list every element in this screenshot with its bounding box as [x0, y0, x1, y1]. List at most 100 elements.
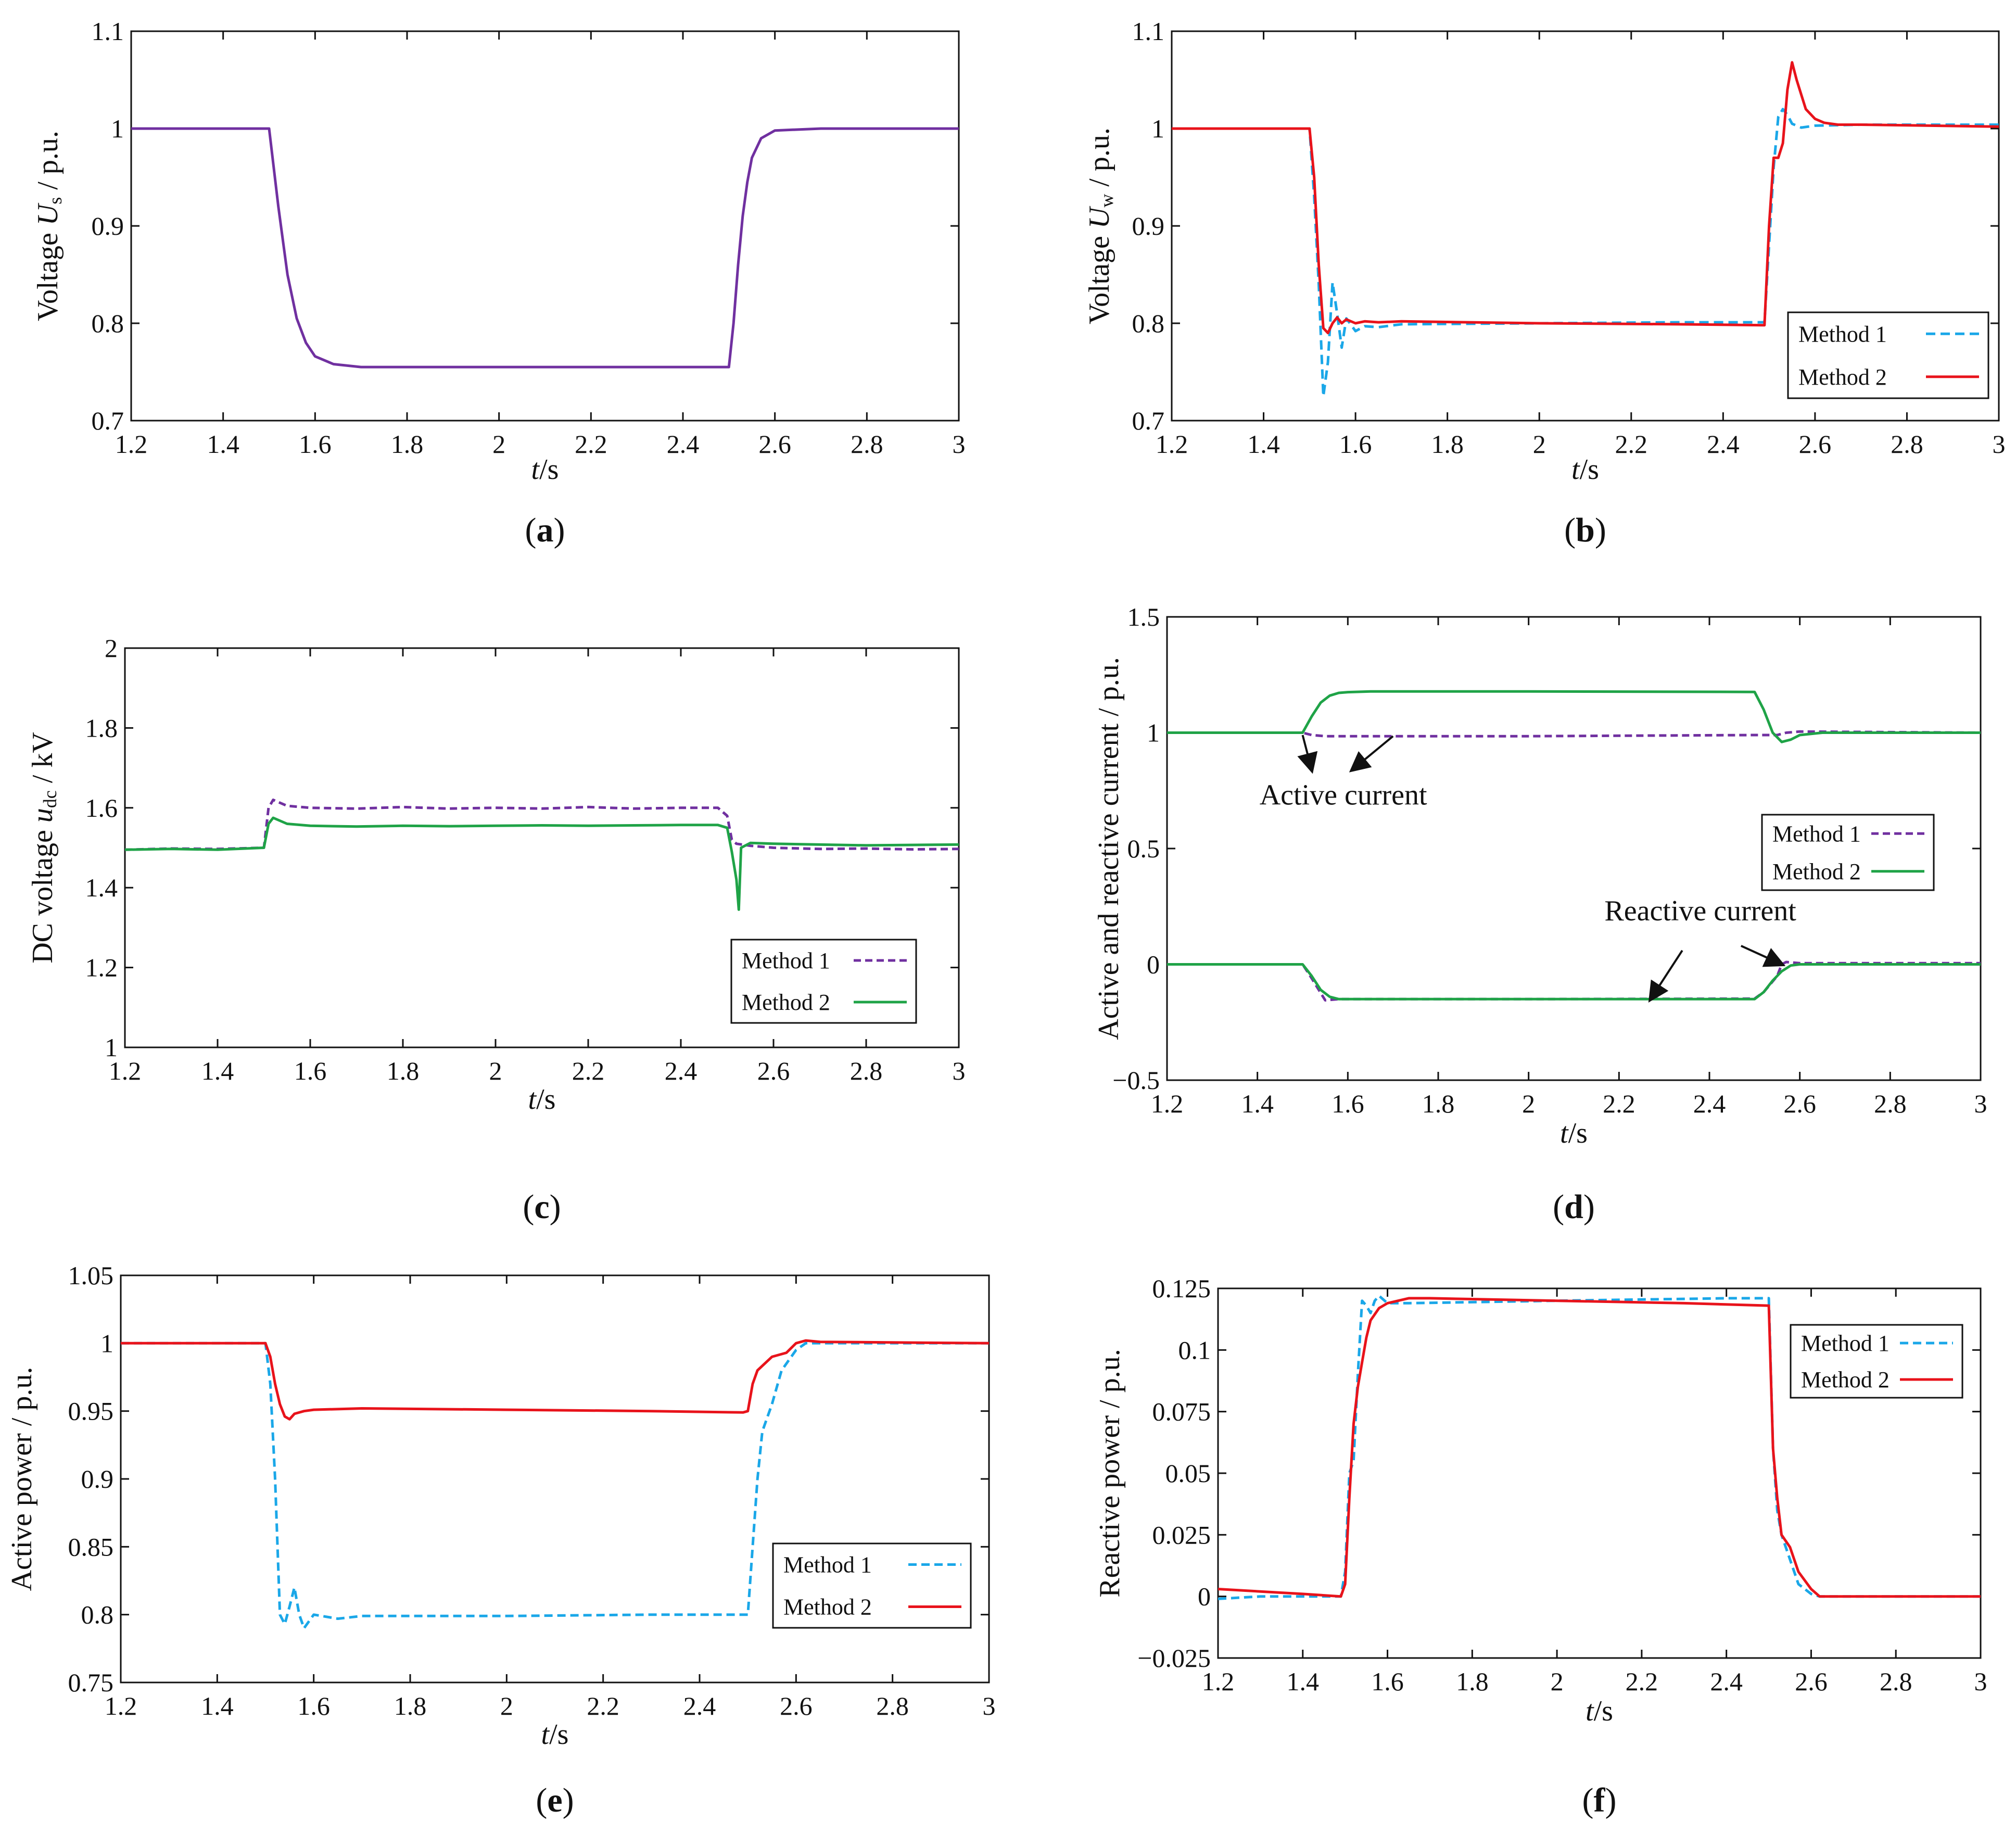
y-tick-label: 0.75 — [68, 1668, 114, 1697]
y-axis-label-prefix: Active power / p.u. — [6, 1367, 38, 1591]
y-tick-label: 0.9 — [1132, 211, 1165, 241]
x-axis-label: t/s — [1571, 453, 1599, 486]
x-axis-unit: /s — [549, 1718, 568, 1751]
y-tick-label: 0.05 — [1165, 1459, 1211, 1488]
x-tick-label: 2.2 — [1626, 1667, 1658, 1696]
legend-label: Method 2 — [1772, 859, 1861, 884]
caption-letter: b — [1576, 511, 1595, 549]
y-tick-label: 0 — [1147, 950, 1160, 979]
annotation-arrow — [1297, 735, 1318, 774]
caption-open-paren: ( — [1553, 1188, 1564, 1226]
x-axis-variable: t — [531, 453, 540, 486]
y-tick-label: 1 — [1147, 718, 1160, 748]
chart-panel-e: 1.2 1.4 1.6 1.8 2 2.2 2.4 2.6 2.8 3 0.75 0.8 0.85 0.9… — [6, 1261, 996, 1819]
series-line-method-1 — [1172, 108, 1999, 398]
y-tick-label: 1 — [105, 1033, 118, 1062]
y-tick-label: 0.9 — [81, 1464, 114, 1494]
chart-panel-c: 1.2 1.4 1.6 1.8 2 2.2 2.4 2.6 2.8 311.21.41.61.82… — [27, 634, 966, 1226]
x-axis-variable: t — [541, 1718, 550, 1751]
y-tick-label: 0.7 — [92, 406, 124, 435]
y-tick-label: 2 — [105, 634, 118, 663]
legend: Method 1 Method 2 — [730, 939, 917, 1024]
x-axis-variable: t — [528, 1083, 537, 1116]
series-line-method-2 — [121, 1339, 989, 1421]
x-tick-label: 1.4 — [207, 429, 239, 459]
y-axis-label-prefix: Reactive power / p.u. — [1094, 1349, 1126, 1597]
y-tick-label: 1.6 — [85, 793, 118, 822]
x-axis-unit: /s — [539, 453, 559, 486]
x-tick-label: 1.2 — [105, 1691, 137, 1720]
x-tick-label: 2.6 — [758, 429, 791, 459]
x-axis-variable: t — [1560, 1117, 1569, 1149]
x-tick-label: 2.8 — [1880, 1667, 1912, 1696]
legend: Method 1 Method 2 — [1787, 311, 1989, 399]
legend-box — [730, 939, 917, 1024]
x-axis-label: t/s — [531, 453, 559, 486]
x-tick-label: 2.4 — [1710, 1667, 1743, 1696]
y-axis-label-suffix: / kV — [27, 732, 59, 790]
x-axis-unit: /s — [1568, 1117, 1588, 1149]
caption-close-paren: ) — [554, 511, 565, 549]
x-tick-label: 2.4 — [1707, 429, 1740, 459]
y-tick-label: −0.5 — [1112, 1066, 1160, 1095]
y-tick-label: 0.125 — [1152, 1274, 1211, 1303]
caption-letter: f — [1594, 1781, 1606, 1819]
y-tick-label: 0.7 — [1132, 406, 1165, 435]
x-tick-label: 1.8 — [1422, 1089, 1455, 1118]
annotation-label: Active current — [1260, 779, 1427, 811]
caption-letter: c — [534, 1188, 549, 1226]
x-tick-label: 3 — [983, 1691, 996, 1720]
x-tick-label: 2.4 — [667, 429, 700, 459]
series-line-method-1-reactive- — [1167, 960, 1981, 1002]
x-tick-label: 2.2 — [572, 1056, 605, 1085]
x-tick-label: 1.4 — [201, 1056, 234, 1085]
axes-frame — [124, 647, 960, 1048]
y-axis-label-subscript: dc — [40, 790, 60, 808]
legend-box — [1790, 1324, 1963, 1399]
chart-panel-d: 1.2 1.4 1.6 1.8 2 2.2 2.4 2.6 2.8 3 −0.5 0 0.5 1 1.5 t/… — [1093, 602, 1987, 1226]
x-tick-label: 1.2 — [1151, 1089, 1184, 1118]
series-line-method-2 — [1172, 61, 1999, 335]
x-tick-label: 1.2 — [1156, 429, 1188, 459]
panel-caption: (b) — [1564, 511, 1606, 549]
y-axis-label: Voltage Us / p.u. — [32, 131, 66, 321]
legend-label: Method 1 — [1801, 1331, 1890, 1356]
x-tick-label: 3 — [953, 429, 966, 459]
x-tick-label: 1.6 — [299, 429, 332, 459]
x-tick-label: 2.2 — [1615, 429, 1648, 459]
y-axis-label: Reactive power / p.u. — [1094, 1349, 1126, 1597]
x-tick-label: 2.4 — [665, 1056, 698, 1085]
x-tick-label: 3 — [1993, 429, 2006, 459]
caption-close-paren: ) — [563, 1781, 574, 1819]
legend-label: Method 2 — [742, 990, 830, 1015]
x-tick-label: 2.6 — [780, 1691, 813, 1720]
x-tick-label: 1.6 — [1332, 1089, 1364, 1118]
annotation-arrow — [1740, 945, 1786, 967]
chart-panel-a: 1.2 1.4 1.6 1.8 2 2.2 2.4 2.6 2.8 3 0.7 0.8 0.9 1 1.1 t… — [32, 17, 966, 549]
y-tick-label: 1.8 — [85, 713, 118, 742]
x-tick-label: 2 — [1551, 1667, 1564, 1696]
x-axis-variable: t — [1571, 453, 1580, 486]
caption-close-paren: ) — [1605, 1781, 1616, 1819]
x-tick-label: 2.8 — [1891, 429, 1923, 459]
y-tick-label: 1.2 — [85, 953, 118, 982]
axes-frame — [130, 30, 960, 422]
x-axis-label: t/s — [1586, 1695, 1613, 1727]
chart-panel-f: 1.2 1.4 1.6 1.8 2 2.2 2.4 2.6 2.8 3 −0.025 0 0.025 0.… — [1094, 1274, 1987, 1819]
legend-box — [772, 1542, 972, 1629]
y-axis-label: Active and reactive current / p.u. — [1093, 657, 1125, 1040]
legend-label: Method 2 — [1801, 1367, 1890, 1393]
y-axis-label: Voltage Uw / p.u. — [1083, 128, 1117, 324]
x-tick-label: 1.8 — [387, 1056, 420, 1085]
annotation-arrow — [1349, 735, 1394, 773]
annotation-label: Reactive current — [1604, 895, 1796, 927]
y-axis-label-variable: u — [27, 808, 59, 822]
series-line-method-2-reactive- — [1167, 963, 1981, 1001]
x-tick-label: 2.4 — [683, 1691, 716, 1720]
x-tick-label: 2.8 — [850, 1056, 883, 1085]
y-tick-label: 0 — [1198, 1582, 1211, 1611]
y-axis-label-suffix: / p.u. — [1083, 128, 1115, 194]
x-tick-label: 2 — [1522, 1089, 1535, 1118]
x-axis-label: t/s — [528, 1083, 556, 1116]
